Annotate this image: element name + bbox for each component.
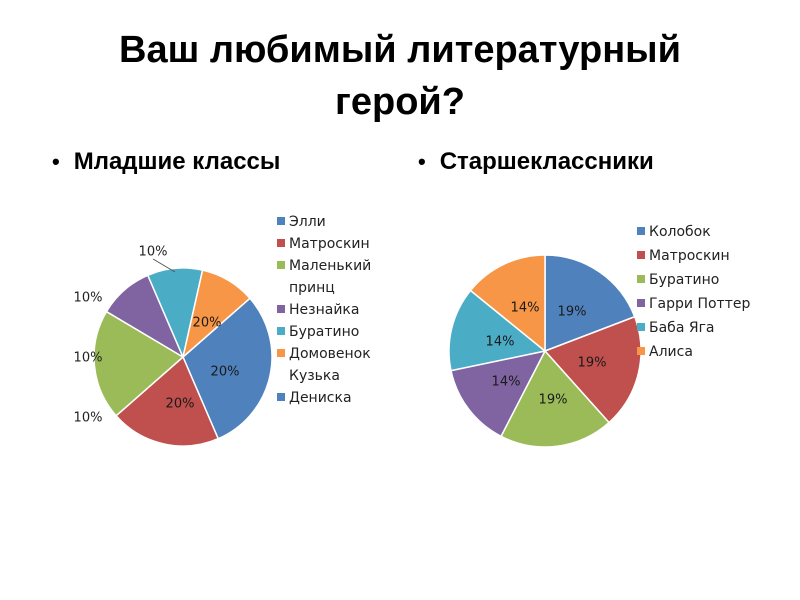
slice-label: 19% bbox=[578, 356, 607, 371]
legend-label: Матроскин bbox=[649, 248, 730, 264]
pie-slice bbox=[469, 254, 546, 353]
slice-label: 10% bbox=[74, 351, 103, 366]
title-line-1: Ваш любимый литературный bbox=[119, 29, 681, 71]
slice-label: 14% bbox=[486, 335, 515, 350]
legend-label: Матроскин bbox=[289, 236, 370, 252]
legend-swatch bbox=[277, 327, 285, 335]
pie-chart-2: 19% 19% 19% 14% 14% 14% Колобок Матроскин Бурати… bbox=[448, 224, 750, 448]
title-line-2: герой? bbox=[335, 81, 465, 123]
bullet-senior-label: Старшеклассники bbox=[439, 148, 654, 175]
pie-slice bbox=[499, 349, 611, 448]
slice-label: 10% bbox=[74, 291, 103, 306]
legend-label: Кузька bbox=[289, 368, 340, 384]
legend-swatch bbox=[277, 393, 285, 401]
pie-slice bbox=[115, 355, 220, 447]
pie-slice bbox=[450, 349, 547, 438]
legend-swatch bbox=[637, 251, 645, 259]
slice-label: 10% bbox=[74, 411, 103, 426]
pie-slice bbox=[448, 289, 547, 372]
slice-label: 14% bbox=[511, 301, 540, 316]
legend-label: Незнайка bbox=[289, 302, 359, 318]
legend-swatch bbox=[637, 275, 645, 283]
legend-swatch bbox=[637, 299, 645, 307]
legend-label: Маленький bbox=[289, 258, 371, 274]
legend-label: Гарри Поттер bbox=[649, 296, 750, 312]
leader-line bbox=[152, 258, 176, 273]
legend-label: Баба Яга bbox=[649, 320, 715, 336]
legend-swatch bbox=[277, 305, 285, 313]
bullet-junior-label: Младшие классы bbox=[73, 148, 281, 175]
bullet-dot-icon: • bbox=[52, 149, 60, 174]
slice-label: 14% bbox=[492, 375, 521, 390]
legend-label: принц bbox=[289, 280, 335, 296]
slice-label: 20% bbox=[211, 365, 240, 380]
legend-swatch bbox=[277, 217, 285, 225]
pie-slice bbox=[544, 254, 636, 353]
slice-label: 19% bbox=[558, 305, 587, 320]
legend-swatch bbox=[277, 349, 285, 357]
legend-swatch bbox=[637, 323, 645, 331]
legend-label: Домовенок bbox=[289, 346, 371, 362]
slice-label: 19% bbox=[539, 393, 568, 408]
legend-label: Алиса bbox=[649, 344, 693, 360]
bullet-junior: • Младшие классы bbox=[52, 148, 280, 176]
slice-label: 10% bbox=[139, 245, 168, 260]
legend-swatch bbox=[277, 239, 285, 247]
legend-swatch bbox=[637, 227, 645, 235]
legend-label: Буратино bbox=[289, 324, 359, 340]
chart-legend: Элли Матроскин Маленький принц Незнайка Бурат… bbox=[277, 214, 371, 406]
pie-slice bbox=[181, 269, 251, 360]
legend-label: Элли bbox=[289, 214, 326, 230]
bullet-senior: • Старшеклассники bbox=[418, 148, 654, 176]
page-title: Ваш любимый литературный герой? bbox=[0, 24, 800, 128]
pie-chart-1: 20% 20% 10% 10% 10% 20% 10% Элли Матроскин Малень… bbox=[74, 214, 371, 447]
bullet-dot-icon: • bbox=[418, 149, 426, 174]
slice-label: 20% bbox=[166, 397, 195, 412]
legend-swatch bbox=[637, 347, 645, 355]
chart-legend: Колобок Матроскин Буратино Гарри Поттер Баба… bbox=[637, 224, 750, 360]
slice-label: 20% bbox=[193, 316, 222, 331]
pie-slice bbox=[93, 310, 185, 417]
legend-swatch bbox=[277, 261, 285, 269]
legend-label: Буратино bbox=[649, 272, 719, 288]
legend-label: Дениска bbox=[289, 390, 352, 406]
pie-slice bbox=[182, 297, 273, 440]
legend-label: Колобок bbox=[649, 224, 711, 240]
